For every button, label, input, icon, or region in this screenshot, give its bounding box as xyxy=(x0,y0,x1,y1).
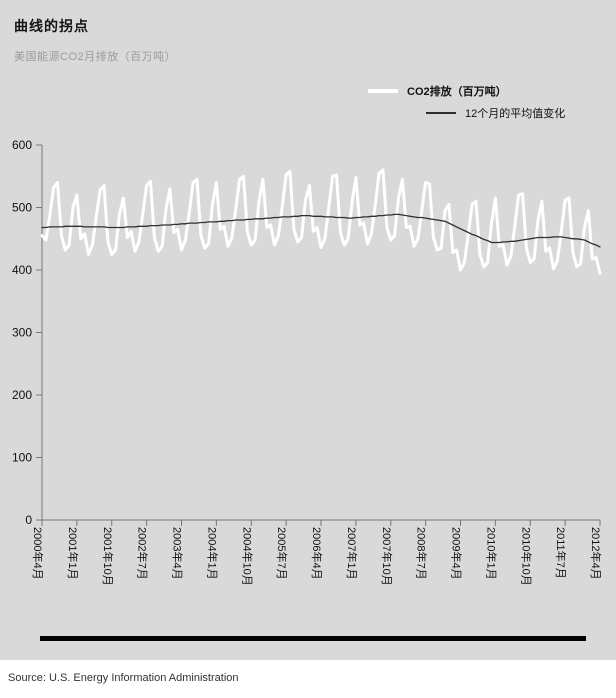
y-tick-label: 500 xyxy=(12,201,32,215)
y-tick-label: 100 xyxy=(12,451,32,465)
legend-item-co2: CO2排放（百万吨） xyxy=(368,80,565,102)
x-tick-label: 2005年7月 xyxy=(275,527,289,580)
x-tick-label: 2007年10月 xyxy=(380,527,394,586)
x-tick-label: 2010年1月 xyxy=(484,527,498,580)
x-tick-label: 2001年10月 xyxy=(101,527,115,586)
legend: CO2排放（百万吨） 12个月的平均值变化 xyxy=(368,80,565,124)
x-tick-label: 2011年7月 xyxy=(554,527,568,579)
x-tick-label: 2010年10月 xyxy=(519,527,533,586)
legend-label-co2: CO2排放（百万吨） xyxy=(407,86,507,98)
legend-label-average: 12个月的平均值变化 xyxy=(465,108,566,120)
bottom-divider-bar xyxy=(40,636,586,641)
y-tick-label: 300 xyxy=(12,326,32,340)
y-tick-label: 200 xyxy=(12,388,32,402)
x-tick-label: 2004年10月 xyxy=(240,527,254,586)
y-tick-label: 600 xyxy=(12,138,32,152)
footer: Source: U.S. Energy Information Administ… xyxy=(0,660,616,698)
page-title: 曲线的拐点 xyxy=(14,18,89,34)
chart-subtitle: 美国能源CO2月排放（百万吨） xyxy=(14,51,177,63)
x-tick-label: 2004年1月 xyxy=(205,527,219,580)
co2-emissions-line-chart: 0 100 200 300 400 500 600 2000年4月 2001年1月 2001年10… xyxy=(12,138,603,586)
x-tick-label: 2008年7月 xyxy=(415,527,429,580)
x-tick-label: 2006年4月 xyxy=(310,527,324,580)
x-tick-label: 2000年4月 xyxy=(31,527,45,580)
moving-average-line xyxy=(41,213,601,248)
x-tick-label: 2002年7月 xyxy=(136,527,150,580)
x-tick-label: 2001年1月 xyxy=(66,527,80,580)
y-tick-label: 0 xyxy=(25,513,32,527)
y-tick-label: 400 xyxy=(12,263,32,277)
x-tick-label: 2009年4月 xyxy=(450,527,464,580)
legend-item-average: 12个月的平均值变化 xyxy=(426,102,565,124)
source-note: Source: U.S. Energy Information Administ… xyxy=(8,672,239,684)
x-tick-label: 2003年4月 xyxy=(171,527,185,580)
x-tick-label: 2007年1月 xyxy=(345,527,359,580)
co2-line-swatch xyxy=(368,89,398,93)
average-line-swatch xyxy=(426,112,456,114)
co2-series-line xyxy=(40,168,602,275)
x-tick-label: 2012年4月 xyxy=(589,527,603,580)
